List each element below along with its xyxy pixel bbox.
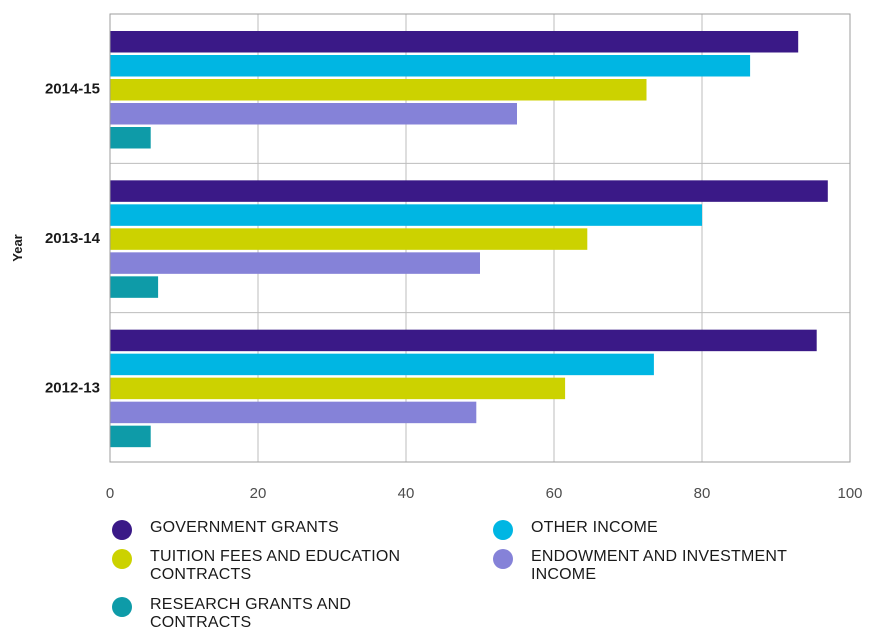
y-axis-title: Year	[10, 234, 25, 261]
bar	[110, 425, 151, 448]
x-tick-label: 40	[398, 485, 415, 502]
bar	[110, 204, 702, 226]
x-tick-label: 60	[546, 485, 563, 502]
bar	[110, 228, 588, 250]
bar	[110, 252, 480, 274]
bar	[110, 401, 477, 424]
y-category-label: 2012-13	[45, 379, 100, 396]
x-axis-ticks: 0 20 40 60 80 100	[106, 485, 863, 502]
bar	[110, 377, 566, 400]
y-category-label: 2014-15	[45, 81, 100, 98]
bar	[110, 103, 517, 125]
bar	[110, 31, 799, 53]
plot-border	[109, 13, 851, 463]
bar	[110, 180, 828, 202]
x-tick-label: 0	[106, 485, 114, 502]
plot-frame	[109, 13, 851, 463]
x-tick-label: 100	[837, 485, 862, 502]
x-tick-label: 80	[694, 485, 711, 502]
bar	[110, 55, 751, 77]
y-axis-categories: 2014-15 2013-14 2012-13	[45, 81, 101, 397]
bar	[110, 79, 647, 101]
bars	[110, 31, 828, 448]
bar	[110, 276, 159, 298]
x-tick-label: 20	[250, 485, 267, 502]
bar	[110, 329, 817, 352]
bar	[110, 127, 151, 149]
bar	[110, 353, 654, 376]
y-category-label: 2013-14	[45, 230, 101, 247]
